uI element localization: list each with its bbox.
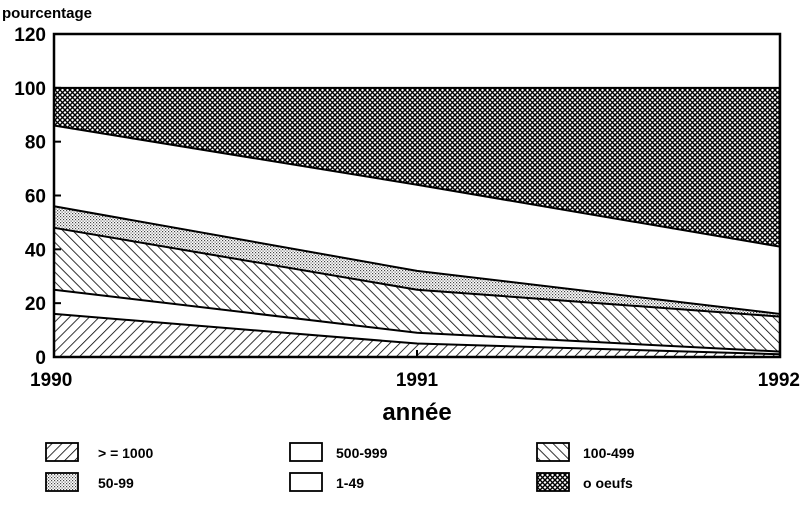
area-500-999: [54, 289, 780, 355]
boundary-line-1000: [53, 312, 781, 356]
area-1000: [54, 313, 780, 357]
y-tick-label: 80: [25, 133, 46, 154]
legend: > = 1000 500-999 100-499 50-99 1-49 o oeufs: [45, 442, 635, 492]
boundary-line-1-49: [53, 124, 781, 248]
y-tick-label: 20: [25, 294, 46, 315]
y-axis-ticks: 0 20 40 60 80 100 120: [14, 25, 61, 369]
legend-label-50-99: 50-99: [98, 475, 134, 491]
x-tick-label: 1992: [758, 370, 800, 391]
legend-swatch-500-999: [289, 442, 323, 462]
y-tick-label: 60: [25, 187, 46, 208]
area-1-49: [54, 125, 780, 314]
area-series-group: [54, 87, 780, 357]
x-axis-label: année: [382, 399, 451, 426]
legend-swatch-50-99: [45, 472, 79, 492]
y-axis-label: pourcentage: [2, 5, 92, 22]
legend-swatch-1-49: [289, 472, 323, 492]
boundary-line-500-999: [53, 288, 781, 353]
legend-swatch-1000: [45, 442, 79, 462]
legend-swatch-o-oeufs: [536, 472, 570, 492]
legend-label-1000: > = 1000: [98, 445, 153, 461]
boundary-line-50-99: [53, 205, 781, 315]
series-boundary-lines: [53, 86, 781, 356]
x-axis-ticks: 1990 1991 1992: [30, 350, 800, 391]
x-tick-label: 1990: [30, 370, 72, 391]
legend-label-100-499: 100-499: [583, 445, 635, 461]
y-tick-label: 0: [35, 348, 46, 369]
x-tick-label: 1991: [396, 370, 439, 391]
legend-label-o-oeufs: o oeufs: [583, 475, 633, 491]
area-o-oeufs: [54, 87, 780, 247]
legend-label-500-999: 500-999: [336, 445, 388, 461]
legend-swatch-100-499: [536, 442, 570, 462]
y-tick-label: 120: [14, 25, 46, 46]
boundary-line-100-499: [53, 226, 781, 318]
legend-label-1-49: 1-49: [336, 475, 364, 491]
y-tick-label: 40: [25, 240, 46, 261]
y-tick-label: 100: [14, 79, 46, 100]
